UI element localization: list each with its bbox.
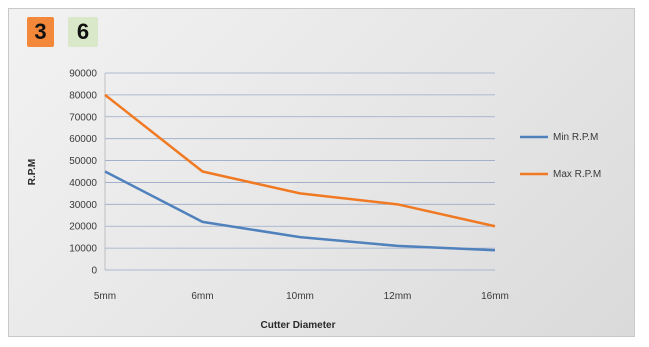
chart-area: [8, 8, 635, 337]
legend-label-max-rpm: Max R.P.M: [553, 169, 601, 180]
y-tick-label: 90000: [69, 69, 97, 80]
y-tick-label: 50000: [69, 156, 97, 167]
y-tick-label: 20000: [69, 222, 97, 233]
y-tick-label: 60000: [69, 134, 97, 145]
x-axis-ticks: 5mm 6mm 10mm 12mm 16mm: [94, 291, 509, 302]
y-tick-label: 70000: [69, 112, 97, 123]
legend: Min R.P.M Max R.P.M: [520, 132, 601, 180]
series-line-min-rpm: [104, 170, 496, 252]
y-axis-title: R.P.M: [27, 159, 38, 186]
badge-6: 6: [68, 17, 98, 47]
y-tick-label: 80000: [69, 90, 97, 101]
badge-3: 3: [27, 17, 54, 47]
x-tick-label: 10mm: [286, 291, 314, 302]
x-tick-label: 16mm: [481, 291, 509, 302]
x-tick-label: 6mm: [191, 291, 213, 302]
y-tick-label: 30000: [69, 200, 97, 211]
legend-label-min-rpm: Min R.P.M: [553, 132, 598, 143]
series-lines: [104, 93, 496, 252]
x-tick-label: 12mm: [384, 291, 412, 302]
x-tick-label: 5mm: [94, 291, 116, 302]
y-tick-label: 0: [91, 266, 97, 277]
y-axis-ticks: 0 10000 20000 30000 40000 50000 60000 70000 8000…: [69, 69, 97, 277]
y-tick-label: 10000: [69, 244, 97, 255]
x-axis-title: Cutter Diameter: [260, 320, 335, 331]
y-tick-label: 40000: [69, 178, 97, 189]
gridlines: [104, 72, 495, 271]
